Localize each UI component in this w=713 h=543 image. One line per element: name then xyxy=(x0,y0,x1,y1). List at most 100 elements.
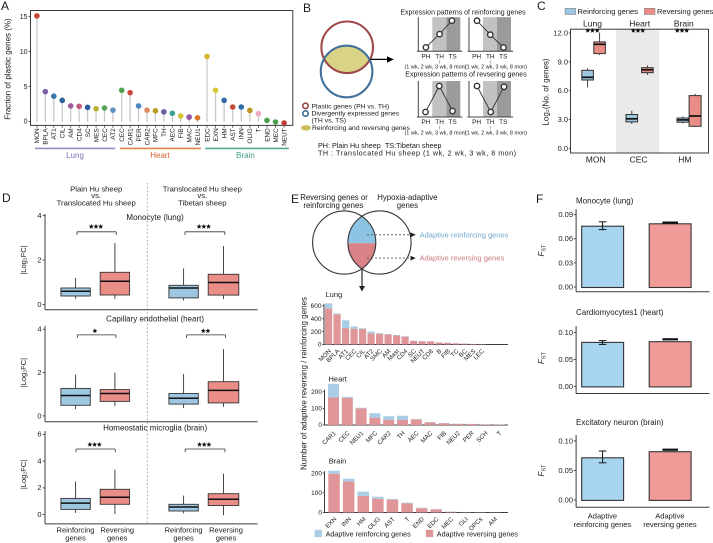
svg-text:CAR2: CAR2 xyxy=(144,128,151,145)
svg-text:|Log₂FC|: |Log₂FC| xyxy=(19,245,28,274)
svg-text:Number of adaptive reversing /: Number of adaptive reversing / reinforci… xyxy=(300,297,309,470)
svg-text:0.05: 0.05 xyxy=(558,466,573,475)
svg-text:EXN: EXN xyxy=(213,128,220,142)
svg-text:A: A xyxy=(1,0,9,13)
svg-text:Adaptive: Adaptive xyxy=(588,512,617,521)
svg-text:Brain: Brain xyxy=(674,18,694,28)
svg-text:FIB: FIB xyxy=(436,430,448,442)
svg-text:Hypoxia-adaptive: Hypoxia-adaptive xyxy=(377,193,437,202)
svg-text:vs.: vs. xyxy=(91,191,101,200)
svg-text:genes: genes xyxy=(397,201,418,210)
svg-text:(TH vs. TS): (TH vs. TS) xyxy=(312,118,347,125)
svg-text:6.0: 6.0 xyxy=(558,86,568,95)
svg-text:Heart: Heart xyxy=(629,18,650,28)
svg-text:TH: TH xyxy=(435,53,444,60)
svg-text:4: 4 xyxy=(37,211,41,220)
svg-text:400: 400 xyxy=(311,316,322,323)
svg-text:(1 wk, 2 wk, 3 wk, 8 mon): (1 wk, 2 wk, 3 wk, 8 mon) xyxy=(404,131,466,137)
svg-text:AM: AM xyxy=(487,516,499,528)
svg-text:0: 0 xyxy=(37,510,41,519)
svg-text:Heart: Heart xyxy=(150,151,170,160)
svg-text:CAR1: CAR1 xyxy=(127,128,134,145)
svg-text:2: 2 xyxy=(37,368,41,377)
svg-text:Homeostatic microglia (brain): Homeostatic microglia (brain) xyxy=(103,424,207,433)
svg-text:reinforcing genes: reinforcing genes xyxy=(574,520,632,529)
svg-text:0.06: 0.06 xyxy=(558,234,573,243)
svg-text:Divergently expressed genes: Divergently expressed genes xyxy=(312,110,400,117)
svg-text:0: 0 xyxy=(24,119,28,126)
svg-text:FST: FST xyxy=(537,244,548,257)
svg-text:AT1: AT1 xyxy=(51,128,58,140)
svg-text:NEUT: NEUT xyxy=(281,128,288,145)
svg-text:6: 6 xyxy=(37,430,41,439)
svg-text:0.05: 0.05 xyxy=(558,355,573,364)
svg-text:vs.: vs. xyxy=(197,191,207,200)
svg-text:(1 wk, 2 wk, 3 wk, 8 mon): (1 wk, 2 wk, 3 wk, 8 mon) xyxy=(404,65,466,71)
svg-text:TH: TH xyxy=(486,119,495,126)
svg-text:↑: ↑ xyxy=(489,126,492,132)
svg-text:Translocated Hu sheep: Translocated Hu sheep xyxy=(57,198,136,207)
svg-text:reinforcing genes: reinforcing genes xyxy=(303,201,363,210)
svg-text:MFC: MFC xyxy=(153,128,160,142)
svg-text:genes: genes xyxy=(65,534,86,543)
svg-text:NEU1: NEU1 xyxy=(195,128,202,145)
svg-text:Plain Hu sheep: Plain Hu sheep xyxy=(70,185,122,194)
svg-text:100: 100 xyxy=(311,406,322,413)
svg-text:TS: TS xyxy=(448,53,457,60)
svg-text:INN: INN xyxy=(239,128,246,139)
svg-text:100: 100 xyxy=(311,490,322,497)
svg-text:200: 200 xyxy=(311,329,322,336)
svg-text:HM: HM xyxy=(356,516,368,528)
svg-text:T: T xyxy=(496,430,504,438)
svg-text:B: B xyxy=(303,1,311,15)
svg-text:Monocyte (lung): Monocyte (lung) xyxy=(576,197,634,206)
svg-text:Reinforcing genes: Reinforcing genes xyxy=(578,7,639,16)
svg-text:HM: HM xyxy=(678,155,691,165)
svg-text:CEC: CEC xyxy=(119,128,126,142)
svg-text:SCH: SCH xyxy=(475,430,489,444)
svg-text:Cardiomyocytes1 (heart): Cardiomyocytes1 (heart) xyxy=(576,308,664,317)
svg-text:TH: TH xyxy=(435,119,444,126)
svg-text:PH: PH xyxy=(472,119,481,126)
svg-text:200: 200 xyxy=(311,470,322,477)
svg-text:F: F xyxy=(536,192,543,206)
svg-text:Heart: Heart xyxy=(329,375,348,384)
svg-text:Brain: Brain xyxy=(236,151,255,160)
svg-text:Adaptive: Adaptive xyxy=(655,512,684,521)
svg-text:FIB: FIB xyxy=(440,348,452,360)
svg-text:Lung: Lung xyxy=(583,18,602,28)
svg-text:|Log₂FC|: |Log₂FC| xyxy=(19,358,28,387)
svg-text:CEC: CEC xyxy=(630,155,648,165)
svg-text:0.10: 0.10 xyxy=(558,436,573,445)
svg-text:EDC: EDC xyxy=(204,128,211,142)
svg-text:HM: HM xyxy=(221,128,228,138)
svg-text:Lung: Lung xyxy=(326,290,343,299)
svg-text:0.10: 0.10 xyxy=(558,328,573,337)
svg-text:Lung: Lung xyxy=(66,151,84,160)
svg-text:CAR1: CAR1 xyxy=(321,430,338,447)
svg-text:0: 0 xyxy=(37,300,41,309)
svg-text:200: 200 xyxy=(311,389,322,396)
svg-text:END: END xyxy=(264,128,271,142)
svg-text:PH: PH xyxy=(421,119,430,126)
svg-text:genes: genes xyxy=(216,534,237,543)
svg-text:Plastic genes (PH vs. TH): Plastic genes (PH vs. TH) xyxy=(312,103,390,110)
svg-text:C: C xyxy=(537,0,546,13)
svg-text:600: 600 xyxy=(311,303,322,310)
svg-text:TC: TC xyxy=(450,348,461,359)
svg-text:Tibetan sheep: Tibetan sheep xyxy=(178,198,226,207)
svg-text:Reinforcing: Reinforcing xyxy=(57,526,95,535)
svg-text:B: B xyxy=(435,348,443,356)
svg-text:Log₂(No. of genes): Log₂(No. of genes) xyxy=(542,58,551,125)
svg-text:PH: PH xyxy=(472,53,481,60)
svg-text:Excitatory neuron (brain): Excitatory neuron (brain) xyxy=(576,418,664,427)
svg-text:0.00: 0.00 xyxy=(558,382,573,391)
svg-text:15: 15 xyxy=(20,14,28,21)
svg-text:Adaptive reinforcing genes: Adaptive reinforcing genes xyxy=(326,529,412,538)
svg-text:AM: AM xyxy=(68,128,75,138)
svg-text:T: T xyxy=(256,128,263,132)
svg-text:MEC: MEC xyxy=(273,128,280,143)
svg-text:CIL: CIL xyxy=(60,128,67,138)
svg-text:0: 0 xyxy=(318,510,322,517)
svg-text:PH: Plain Hu sheep: PH: Plain Hu sheep xyxy=(318,141,381,150)
